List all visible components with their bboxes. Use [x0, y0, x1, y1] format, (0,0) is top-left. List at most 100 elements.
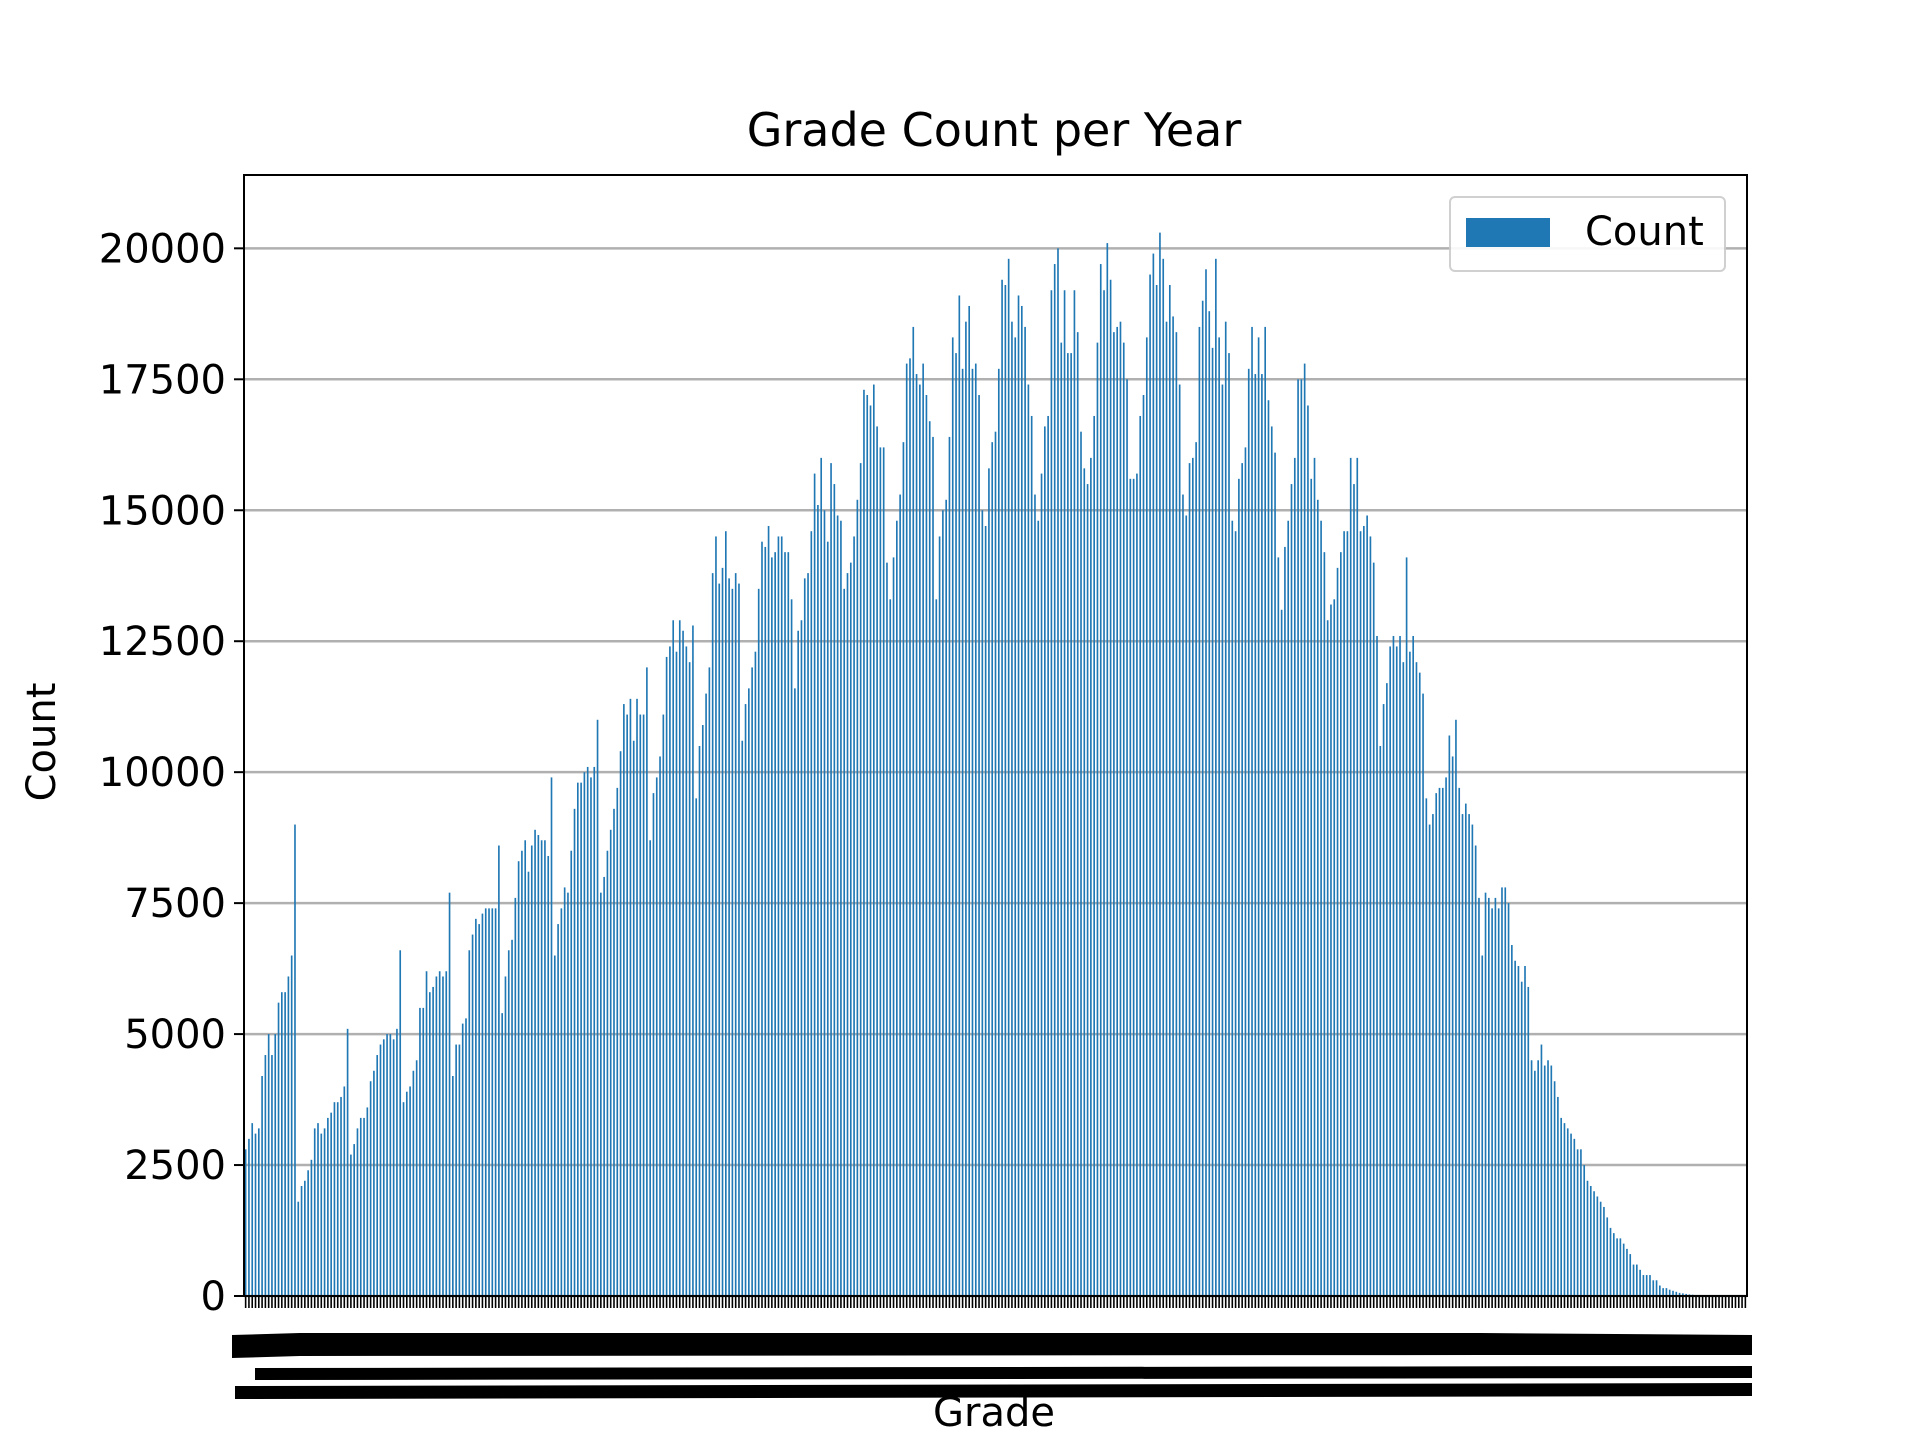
bar	[1636, 1264, 1638, 1296]
bar	[994, 431, 997, 1296]
bar	[669, 646, 671, 1296]
bar	[636, 698, 638, 1296]
bar	[1024, 326, 1026, 1296]
bar	[336, 1102, 339, 1296]
bar	[1152, 253, 1155, 1297]
bar	[1201, 300, 1204, 1297]
bar	[1672, 1290, 1674, 1296]
y-tick-label: 2500	[124, 1143, 226, 1189]
bar	[1504, 887, 1507, 1296]
bar	[1020, 305, 1023, 1296]
bar	[1040, 473, 1043, 1296]
bar	[1228, 353, 1230, 1297]
bar	[1425, 798, 1428, 1296]
bar	[675, 651, 678, 1296]
bar	[1099, 264, 1102, 1296]
bar	[1297, 379, 1299, 1296]
bar	[1675, 1291, 1678, 1296]
bar	[458, 1044, 461, 1296]
bar	[1330, 604, 1332, 1296]
bar	[590, 777, 592, 1296]
bar	[629, 698, 632, 1296]
bar	[1563, 1123, 1566, 1296]
bar	[1471, 824, 1474, 1296]
bar	[1145, 337, 1148, 1297]
bar	[1316, 499, 1319, 1296]
bar	[1606, 1217, 1609, 1296]
bar	[327, 1117, 329, 1296]
bar	[1106, 243, 1109, 1296]
bar	[330, 1112, 332, 1296]
bar	[1090, 457, 1092, 1297]
bar	[1080, 431, 1082, 1296]
bar	[1497, 908, 1500, 1296]
bar	[1392, 635, 1395, 1296]
bar	[244, 1149, 247, 1296]
bar	[386, 1034, 388, 1296]
bar	[1001, 279, 1003, 1296]
bar	[481, 913, 484, 1296]
bar	[912, 326, 915, 1296]
bar	[1580, 1149, 1582, 1296]
bar	[665, 656, 668, 1296]
bar	[1234, 531, 1237, 1296]
bar	[1586, 1180, 1589, 1296]
bar	[530, 845, 533, 1296]
bar	[478, 924, 480, 1296]
bar	[1655, 1280, 1658, 1296]
bar	[810, 531, 813, 1296]
bar	[1195, 442, 1197, 1297]
bar	[1543, 1065, 1546, 1296]
bar	[1323, 552, 1326, 1296]
y-tick-label: 0	[201, 1274, 226, 1320]
bar	[1287, 520, 1290, 1296]
bar	[382, 1039, 385, 1296]
bar	[1257, 337, 1260, 1297]
x-axis-label: Grade	[933, 1390, 1055, 1436]
bar	[1254, 374, 1257, 1297]
bar	[488, 908, 490, 1296]
bar	[1073, 290, 1076, 1296]
bar	[511, 939, 513, 1296]
bar	[1284, 546, 1286, 1296]
bar	[261, 1075, 263, 1296]
bar	[1530, 1060, 1533, 1296]
bar	[632, 740, 635, 1296]
bar	[402, 1102, 405, 1296]
bar	[603, 876, 605, 1296]
bar	[623, 704, 625, 1296]
bar	[1168, 285, 1171, 1297]
bar	[1132, 478, 1135, 1297]
bar	[1517, 965, 1520, 1296]
bar	[866, 395, 869, 1296]
bar	[616, 787, 619, 1296]
bar	[445, 971, 448, 1296]
bar	[517, 861, 520, 1296]
bar	[1412, 635, 1415, 1296]
bar	[1570, 1133, 1572, 1296]
bar	[534, 829, 536, 1296]
bar	[761, 541, 763, 1296]
bar	[909, 358, 911, 1296]
bar	[399, 950, 402, 1296]
bar	[1547, 1060, 1549, 1296]
bar	[1553, 1081, 1556, 1296]
bar	[1415, 662, 1418, 1296]
bar	[1264, 326, 1267, 1296]
bar	[540, 840, 543, 1296]
bar	[297, 1201, 300, 1296]
bar	[1224, 321, 1227, 1297]
bar	[1293, 457, 1296, 1297]
bar	[1511, 945, 1513, 1296]
bar	[350, 1154, 352, 1296]
bar	[600, 892, 602, 1296]
bar	[1221, 384, 1224, 1296]
bar	[1389, 646, 1391, 1296]
bar	[1251, 326, 1253, 1296]
bar	[1685, 1293, 1687, 1296]
bar	[938, 536, 941, 1296]
bar	[304, 1180, 306, 1296]
bar	[1126, 379, 1128, 1296]
bar	[646, 667, 648, 1296]
bar	[1432, 814, 1434, 1296]
